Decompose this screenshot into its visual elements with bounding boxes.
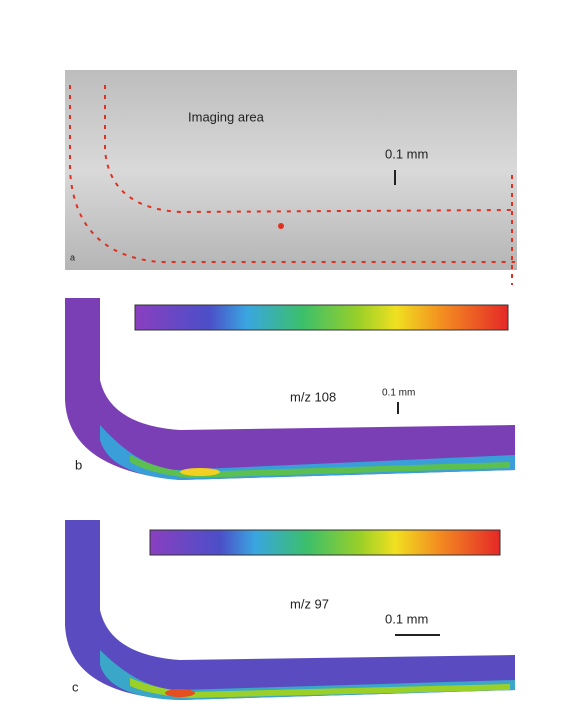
scale-bar-label: 0.1 mm xyxy=(382,388,415,399)
colorbar xyxy=(149,529,501,556)
scale-bar-label: 0.1 mm xyxy=(385,611,428,626)
hotspot xyxy=(180,468,220,476)
marker xyxy=(278,223,284,229)
photo xyxy=(65,70,517,270)
panel-a: Imaging area 0.1 mm a xyxy=(65,70,517,285)
scale-bar-label: 0.1 mm xyxy=(385,146,428,161)
tissue-edge xyxy=(130,678,510,698)
tissue xyxy=(65,298,515,480)
panel-label: a xyxy=(70,252,75,262)
panel-b: m/z 108 0.1 mm b xyxy=(65,298,515,480)
tissue-edge xyxy=(130,455,510,478)
hotspot xyxy=(165,689,195,697)
ion-label: m/z 108 xyxy=(290,389,336,404)
outline xyxy=(104,85,513,214)
colorbar xyxy=(134,304,509,331)
annotation: Imaging area xyxy=(188,109,265,124)
panel-label: c xyxy=(72,679,79,694)
panel-c: m/z 97 0.1 mm c xyxy=(65,520,515,700)
panel-label: b xyxy=(75,457,82,472)
ion-label: m/z 97 xyxy=(290,596,329,611)
